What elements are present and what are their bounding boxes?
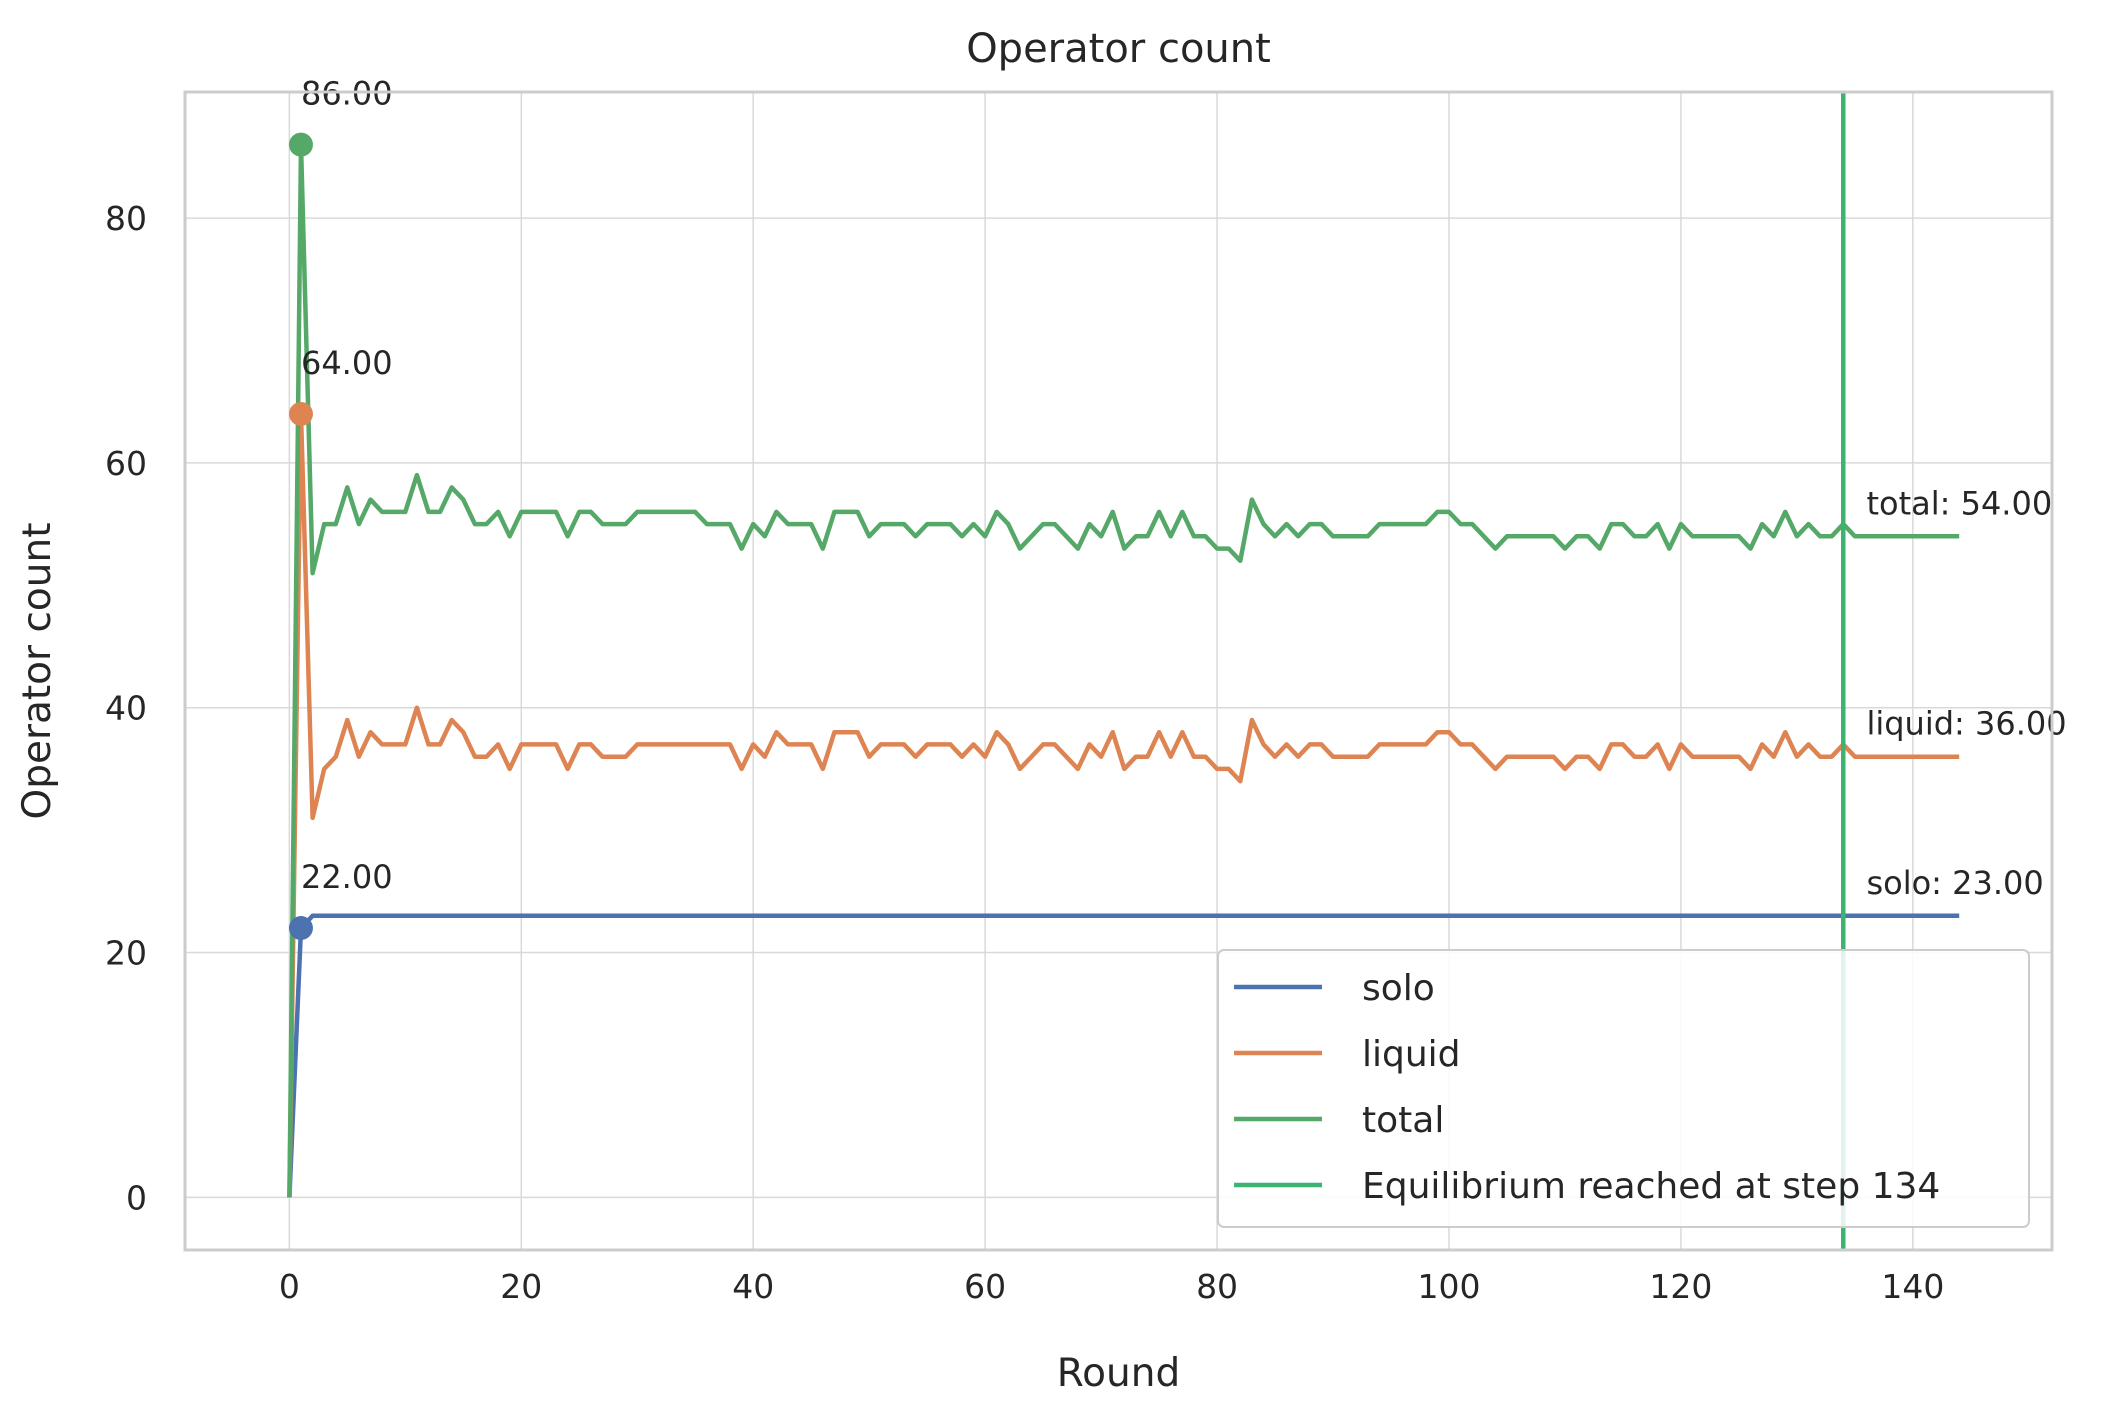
legend-label: liquid	[1362, 1034, 1461, 1075]
peak-label-total: 86.00	[301, 75, 393, 113]
y-tick-label: 40	[105, 689, 147, 728]
peak-marker-solo	[288, 916, 313, 941]
y-tick-label: 60	[105, 444, 147, 483]
peak-marker-liquid	[288, 401, 313, 426]
end-label-solo: solo: 23.00	[1866, 864, 2043, 902]
x-tick-label: 100	[1417, 1267, 1480, 1306]
plot-frame	[183, 90, 2054, 1252]
x-tick-label: 40	[732, 1267, 774, 1306]
y-tick-label: 0	[126, 1178, 147, 1217]
series-line-liquid	[287, 411, 1960, 1198]
x-tick-label: 20	[500, 1267, 542, 1306]
chart-title: Operator count	[966, 26, 1271, 72]
y-axis-title: Operator count	[15, 523, 60, 820]
end-label-liquid: liquid: 36.00	[1866, 705, 2066, 743]
x-tick-label: 80	[1196, 1267, 1238, 1306]
x-tick-label: 0	[279, 1267, 300, 1306]
annotations: 22.00 solo: 23.00 64.00 liquid: 36.00 86.00 t…	[301, 75, 2067, 902]
peak-label-solo: 22.00	[301, 858, 393, 896]
x-axis-title: Round	[1057, 1351, 1180, 1396]
peak-label-liquid: 64.00	[301, 344, 393, 382]
end-label-total: total: 54.00	[1866, 484, 2052, 522]
peak-marker-total	[288, 132, 313, 157]
x-tick-label: 140	[1881, 1267, 1944, 1306]
legend-box	[1217, 949, 2030, 1228]
series-line-total	[287, 142, 1960, 1198]
data-marks	[287, 92, 1960, 1250]
y-tick-label: 20	[105, 934, 147, 973]
legend: solo liquid total Equilibrium reached at st…	[1217, 949, 2030, 1228]
x-tick-label: 120	[1649, 1267, 1712, 1306]
legend-label: Equilibrium reached at step 134	[1362, 1166, 1940, 1207]
y-tick-label: 80	[105, 199, 147, 238]
legend-label: total	[1362, 1100, 1444, 1141]
legend-label: solo	[1362, 968, 1435, 1009]
tick-labels: 0 20 40 60 80 100 120 140 0 20 40 60 80	[105, 199, 1944, 1306]
x-tick-label: 60	[964, 1267, 1006, 1306]
